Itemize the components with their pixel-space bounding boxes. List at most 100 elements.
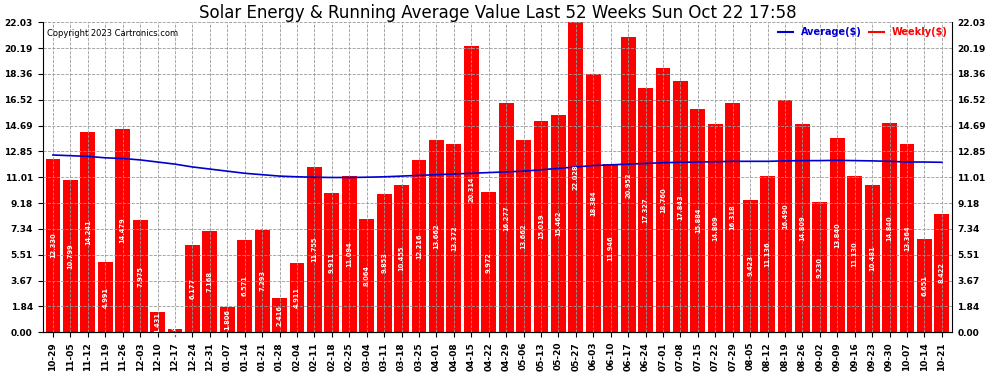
Text: 10.799: 10.799 xyxy=(67,243,73,269)
Bar xyxy=(568,22,583,332)
Text: 14.809: 14.809 xyxy=(800,215,806,241)
Bar xyxy=(394,185,409,332)
Text: 18.760: 18.760 xyxy=(660,188,666,213)
Bar xyxy=(534,121,548,332)
Text: 14.840: 14.840 xyxy=(887,215,893,241)
Bar xyxy=(935,214,949,332)
Bar xyxy=(63,180,78,332)
Bar xyxy=(254,230,269,332)
Text: 16.318: 16.318 xyxy=(730,205,736,230)
Text: 2.416: 2.416 xyxy=(276,305,282,326)
Text: 11.136: 11.136 xyxy=(764,241,770,267)
Bar xyxy=(238,240,252,332)
Bar xyxy=(342,176,356,332)
Bar xyxy=(760,176,775,332)
Bar xyxy=(795,124,810,332)
Text: 14.479: 14.479 xyxy=(120,217,126,243)
Bar xyxy=(900,144,915,332)
Text: 1.806: 1.806 xyxy=(225,309,231,330)
Title: Solar Energy & Running Average Value Last 52 Weeks Sun Oct 22 17:58: Solar Energy & Running Average Value Las… xyxy=(199,4,796,22)
Bar xyxy=(830,138,844,332)
Bar xyxy=(290,263,304,332)
Text: 11.130: 11.130 xyxy=(851,241,857,267)
Text: 6.571: 6.571 xyxy=(242,276,248,297)
Text: 18.384: 18.384 xyxy=(590,190,596,216)
Bar xyxy=(847,176,862,332)
Text: 20.952: 20.952 xyxy=(625,172,632,198)
Text: 14.809: 14.809 xyxy=(712,215,719,241)
Text: 13.364: 13.364 xyxy=(904,225,910,251)
Text: 9.423: 9.423 xyxy=(747,255,753,276)
Text: 22.028: 22.028 xyxy=(573,165,579,190)
Bar xyxy=(726,103,741,332)
Bar xyxy=(220,307,235,332)
Bar xyxy=(777,100,792,332)
Text: 11.755: 11.755 xyxy=(312,237,318,262)
Text: 13.662: 13.662 xyxy=(434,224,440,249)
Bar xyxy=(690,109,705,332)
Bar xyxy=(708,124,723,332)
Bar xyxy=(639,88,653,332)
Text: 9.853: 9.853 xyxy=(381,252,387,273)
Bar xyxy=(307,167,322,332)
Bar xyxy=(621,38,636,332)
Bar xyxy=(655,68,670,332)
Text: 16.490: 16.490 xyxy=(782,204,788,229)
Bar xyxy=(377,194,391,332)
Text: 13.662: 13.662 xyxy=(521,224,527,249)
Text: Copyright 2023 Cartronics.com: Copyright 2023 Cartronics.com xyxy=(48,28,178,38)
Bar xyxy=(673,81,688,332)
Bar xyxy=(185,245,200,332)
Bar xyxy=(446,144,461,332)
Text: 0.243: 0.243 xyxy=(172,320,178,341)
Text: 17.327: 17.327 xyxy=(643,198,648,223)
Text: 9.911: 9.911 xyxy=(329,252,335,273)
Bar xyxy=(202,231,217,332)
Text: 4.991: 4.991 xyxy=(102,286,108,308)
Bar xyxy=(882,123,897,332)
Bar xyxy=(133,220,148,332)
Bar xyxy=(481,192,496,332)
Text: 8.064: 8.064 xyxy=(363,265,369,286)
Text: 7.975: 7.975 xyxy=(138,266,144,286)
Bar xyxy=(272,298,287,332)
Text: 11.094: 11.094 xyxy=(346,242,352,267)
Text: 13.840: 13.840 xyxy=(835,222,841,248)
Text: 6.177: 6.177 xyxy=(189,278,195,299)
Text: 17.843: 17.843 xyxy=(677,194,683,219)
Bar xyxy=(359,219,374,332)
Text: 10.455: 10.455 xyxy=(399,246,405,272)
Text: 15.019: 15.019 xyxy=(538,214,544,239)
Text: 7.293: 7.293 xyxy=(259,270,265,291)
Text: 8.422: 8.422 xyxy=(939,262,944,284)
Text: 11.946: 11.946 xyxy=(608,236,614,261)
Bar xyxy=(325,193,340,332)
Text: 6.651: 6.651 xyxy=(922,275,928,296)
Text: 4.911: 4.911 xyxy=(294,287,300,308)
Bar xyxy=(813,202,828,332)
Bar xyxy=(412,160,427,332)
Text: 20.314: 20.314 xyxy=(468,177,474,202)
Bar xyxy=(499,103,514,332)
Text: 14.241: 14.241 xyxy=(85,219,91,245)
Text: 13.372: 13.372 xyxy=(450,225,456,251)
Bar xyxy=(917,238,932,332)
Bar xyxy=(464,46,479,332)
Bar xyxy=(551,115,566,332)
Text: 12.216: 12.216 xyxy=(416,234,422,259)
Text: 9.230: 9.230 xyxy=(817,257,823,278)
Text: 16.277: 16.277 xyxy=(503,205,509,231)
Text: 15.462: 15.462 xyxy=(555,211,561,236)
Bar xyxy=(516,140,531,332)
Bar xyxy=(603,164,618,332)
Bar xyxy=(80,132,95,332)
Text: 10.481: 10.481 xyxy=(869,246,875,272)
Bar xyxy=(150,312,165,332)
Bar xyxy=(429,140,444,332)
Bar xyxy=(586,74,601,332)
Text: 1.431: 1.431 xyxy=(154,312,160,333)
Bar xyxy=(167,329,182,332)
Legend: Average($), Weekly($): Average($), Weekly($) xyxy=(774,23,951,41)
Bar xyxy=(864,185,879,332)
Text: 9.972: 9.972 xyxy=(486,252,492,273)
